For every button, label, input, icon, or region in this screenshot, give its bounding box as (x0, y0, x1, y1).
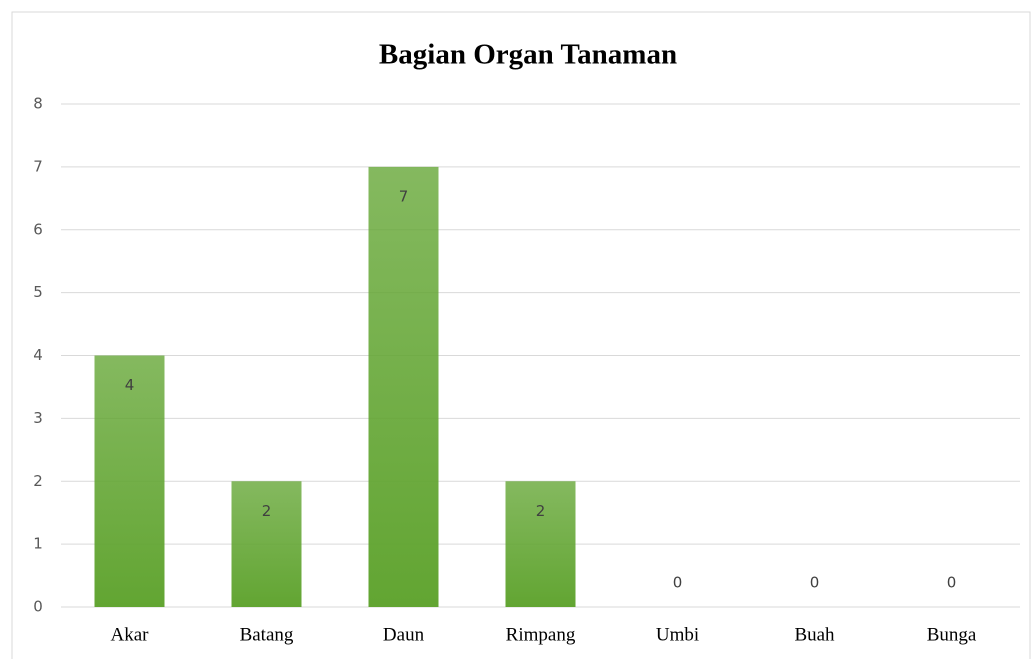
x-tick-label: Umbi (656, 624, 699, 645)
y-tick-label: 5 (33, 283, 43, 301)
y-tick-label: 1 (33, 535, 43, 553)
chart-frame (11, 11, 1031, 659)
value-label: 7 (399, 187, 409, 205)
y-tick-label: 4 (33, 346, 43, 364)
value-label: 0 (810, 574, 820, 592)
x-tick-label: Rimpang (506, 624, 576, 645)
value-label: 2 (262, 502, 272, 520)
bar (505, 481, 576, 607)
x-tick-label: Daun (383, 624, 425, 645)
value-label: 2 (536, 502, 546, 520)
x-tick-label: Buah (794, 624, 835, 645)
chart-title: Bagian Organ Tanaman (379, 39, 677, 71)
y-tick-label: 0 (33, 598, 43, 616)
y-tick-label: 2 (33, 472, 43, 490)
x-tick-label: Batang (240, 624, 294, 645)
y-tick-label: 6 (33, 220, 43, 238)
value-label: 0 (947, 574, 957, 592)
value-label: 0 (673, 574, 683, 592)
x-tick-label: Akar (111, 624, 150, 645)
bar (94, 355, 165, 607)
x-tick-label: Bunga (927, 624, 977, 645)
bar (368, 166, 439, 607)
y-tick-label: 8 (33, 95, 43, 113)
y-tick-label: 7 (33, 157, 43, 175)
value-label: 4 (125, 376, 135, 394)
y-tick-label: 3 (33, 409, 43, 427)
bar (231, 481, 302, 607)
